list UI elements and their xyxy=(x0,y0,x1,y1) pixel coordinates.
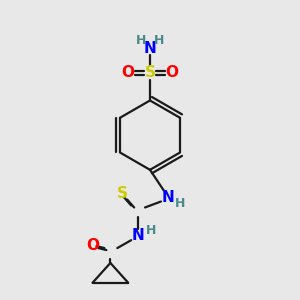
Text: H: H xyxy=(154,34,164,46)
Text: H: H xyxy=(136,34,146,46)
Text: S: S xyxy=(145,65,155,80)
Text: N: N xyxy=(144,41,156,56)
Text: O: O xyxy=(165,65,178,80)
Text: N: N xyxy=(132,228,145,243)
Text: S: S xyxy=(117,186,128,201)
Text: N: N xyxy=(161,190,174,205)
Text: O: O xyxy=(86,238,99,253)
Text: H: H xyxy=(175,197,185,210)
Text: O: O xyxy=(122,65,135,80)
Text: H: H xyxy=(146,224,156,237)
